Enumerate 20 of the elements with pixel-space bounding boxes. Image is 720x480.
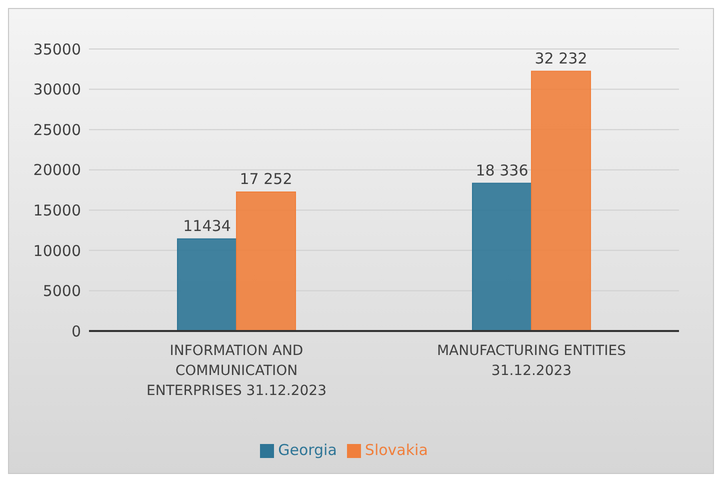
y-tick-label: 15000	[33, 201, 81, 220]
bar	[236, 192, 296, 331]
bar	[472, 182, 532, 331]
data-label: 17 252	[240, 170, 292, 188]
legend-label: Georgia	[278, 441, 337, 459]
data-label: 32 232	[534, 49, 588, 68]
legend-label: Slovakia	[364, 441, 428, 459]
y-tick-label: 5000	[42, 282, 81, 300]
y-tick-label: 0	[71, 322, 81, 340]
bar	[177, 238, 237, 331]
y-tick-label: 10000	[33, 242, 81, 260]
y-tick-label: 30000	[33, 80, 81, 99]
x-tick-label: INFORMATION AND COMMUNICATION ENTERPRISES 31.12.2023	[146, 343, 326, 399]
data-label: 18 336	[476, 161, 528, 180]
data-label: 11434	[183, 216, 231, 235]
y-tick-label: 25000	[33, 120, 81, 139]
y-tick-label: 35000	[33, 40, 81, 58]
y-tick-label: 20000	[33, 161, 81, 180]
x-tick-label: MANUFACTURING ENTITIES 31.12.2023	[436, 343, 626, 379]
bar	[531, 70, 591, 331]
